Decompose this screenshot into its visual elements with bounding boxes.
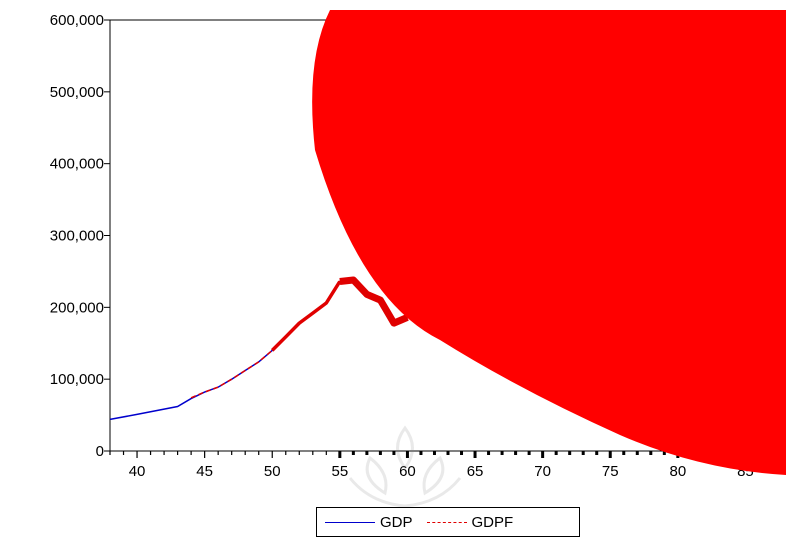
red-overlay [312, 10, 786, 475]
legend-swatch-gdp [325, 521, 375, 523]
series-layer [109, 276, 409, 421]
x-tick-label: 45 [196, 463, 213, 480]
legend: GDP GDPF [316, 507, 580, 537]
y-tick-label: 0 [96, 443, 104, 460]
x-tick-label: 50 [264, 463, 281, 480]
series-line-gdpf-mid [270, 280, 342, 352]
legend-label-gdp: GDP [380, 513, 413, 531]
x-tick-label: 80 [669, 463, 686, 480]
legend-swatch-gdpf [426, 521, 467, 523]
x-tick-label: 40 [129, 463, 146, 480]
y-tick-label: 600,000 [50, 12, 104, 29]
x-tick-label: 60 [399, 463, 416, 480]
y-tick-label: 100,000 [50, 371, 104, 388]
watermark-emblem [348, 425, 462, 508]
x-tick-label: 70 [534, 463, 551, 480]
y-tick-label: 300,000 [50, 228, 104, 245]
x-tick-label: 65 [467, 463, 484, 480]
x-tick-label: 75 [602, 463, 619, 480]
x-tick-label: 55 [331, 463, 348, 480]
legend-entry-gdpf: GDPF [426, 513, 514, 531]
series-line-gdp [109, 279, 408, 421]
ticks: 0 100,000 200,000 300,000 400,000 500,000 600,… [50, 12, 786, 480]
y-tick-label: 500,000 [50, 84, 104, 101]
red-blob-overlay [312, 10, 786, 475]
y-tick-label: 400,000 [50, 156, 104, 173]
legend-label-gdpf: GDPF [471, 513, 514, 531]
series-line-gdpf-emphasis [339, 276, 409, 327]
y-tick-label: 200,000 [50, 299, 104, 316]
legend-entry-gdp: GDP [325, 514, 413, 531]
